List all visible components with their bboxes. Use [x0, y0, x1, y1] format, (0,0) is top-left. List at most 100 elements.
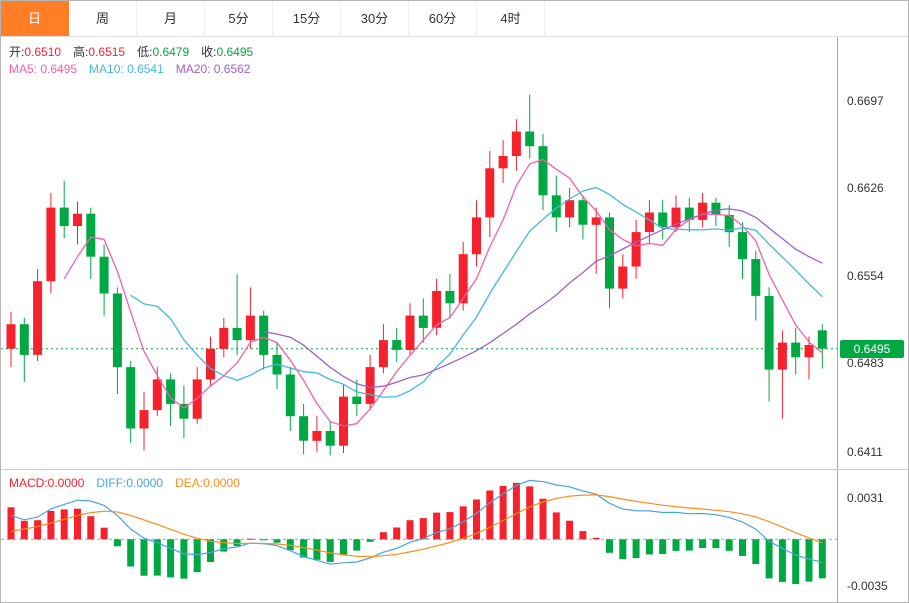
ma20-line: [263, 208, 823, 389]
macd-histogram-bar: [446, 512, 454, 540]
macd-histogram-bar: [685, 539, 693, 551]
candle: [272, 342, 282, 390]
candle: [751, 250, 761, 321]
macd-histogram-bar: [592, 537, 600, 540]
macd-histogram-bar: [180, 539, 188, 579]
macd-histogram-bar: [539, 498, 547, 540]
candle: [605, 212, 614, 309]
candle: [59, 180, 69, 239]
candle: [791, 327, 801, 375]
candle: [126, 361, 136, 444]
candle: [285, 367, 295, 431]
macd-histogram-bar: [140, 539, 148, 576]
candle: [166, 373, 176, 426]
macd-histogram-bar: [486, 490, 494, 540]
timeframe-tabbar: 日周月 5分 15分 30分 60分 4时: [1, 1, 908, 37]
price-axis-label: 0.6483: [847, 356, 884, 371]
macd-histogram-bar: [47, 510, 55, 540]
ma10-readout: MA10: 0.6541: [89, 62, 164, 76]
candle: [538, 134, 548, 210]
macd-histogram-bar: [433, 512, 441, 540]
candle: [33, 269, 43, 361]
ma5-readout: MA5: 0.6495: [9, 62, 78, 76]
ma5-line: [63, 158, 823, 427]
candle: [511, 119, 521, 171]
candle: [738, 222, 747, 279]
macd-histogram-bar: [113, 539, 121, 547]
candlestick-plot[interactable]: [1, 37, 837, 469]
macd-histogram-bar: [579, 531, 587, 540]
low-readout: 低:0.6479: [137, 45, 190, 59]
macd-histogram-bar: [167, 539, 175, 578]
candle: [644, 200, 654, 245]
macd-histogram-bar: [645, 539, 653, 555]
price-axis: 0.6495 0.6697 0.6626 0.6554 0.6483 0.6411: [837, 37, 908, 469]
dea-line: [10, 494, 823, 558]
macd-histogram-bar: [473, 499, 480, 540]
macd-histogram-bar: [792, 539, 800, 585]
macd-histogram-bar: [366, 539, 374, 542]
candle: [591, 207, 601, 274]
macd-histogram-bar: [326, 539, 334, 562]
candle: [472, 200, 481, 267]
macd-histogram-bar: [805, 539, 813, 582]
macd-histogram-bar: [818, 539, 826, 579]
candle: [698, 192, 708, 228]
tab-60min[interactable]: 60分: [409, 1, 477, 36]
candle: [219, 318, 229, 358]
macd-plot[interactable]: [1, 469, 837, 603]
candle: [365, 354, 375, 411]
tab-30min[interactable]: 30分: [341, 1, 409, 36]
high-readout: 高:0.6515: [73, 45, 126, 59]
candle: [432, 278, 442, 336]
current-price-tag: 0.6495: [840, 339, 904, 358]
price-axis-label: 0.6697: [847, 93, 884, 108]
candle: [405, 303, 415, 355]
tab-month[interactable]: 月: [137, 1, 205, 36]
candle: [485, 151, 495, 237]
macd-readout: MACD:0.0000 DIFF:0.0000 DEA:0.0000: [9, 476, 252, 490]
dea-value-readout: DEA:0.0000: [175, 476, 240, 490]
macd-histogram-bar: [459, 506, 467, 540]
macd-histogram-bar: [273, 539, 281, 543]
macd-histogram-bar: [127, 539, 135, 567]
macd-histogram-bar: [725, 539, 733, 551]
macd-value-readout: MACD:0.0000: [9, 476, 85, 490]
candle: [325, 421, 335, 456]
macd-histogram-bar: [300, 539, 308, 558]
macd-histogram-bar: [379, 532, 387, 540]
tab-week[interactable]: 周: [69, 1, 137, 36]
macd-histogram-bar: [552, 512, 560, 540]
candle: [684, 197, 694, 233]
candle: [46, 192, 56, 294]
candle: [498, 140, 508, 183]
candle: [724, 205, 734, 247]
tab-day[interactable]: 日: [1, 1, 69, 36]
tab-4hour[interactable]: 4时: [477, 1, 545, 36]
tab-5min[interactable]: 5分: [205, 1, 273, 36]
macd-axis-label: -0.0035: [847, 579, 888, 593]
macd-histogram-bar: [60, 509, 68, 540]
macd-histogram-bar: [419, 518, 427, 540]
tab-15min[interactable]: 15分: [273, 1, 341, 36]
macd-histogram-bar: [739, 539, 746, 556]
macd-histogram-bar: [606, 539, 613, 553]
ohlc-readout: 开:0.6510 高:0.6515 低:0.6479 收:0.6495: [9, 43, 265, 60]
candle: [671, 195, 681, 233]
macd-histogram-bar: [100, 527, 108, 540]
open-readout: 开:0.6510: [9, 45, 62, 59]
candle: [418, 298, 428, 343]
ma-readout: MA5: 0.6495 MA10: 0.6541 MA20: 0.6562: [9, 62, 262, 76]
candle: [551, 175, 561, 233]
candle: [112, 287, 122, 395]
macd-histogram-bar: [406, 520, 414, 540]
macd-histogram-bar: [193, 539, 201, 573]
price-axis-label: 0.6626: [847, 180, 884, 195]
candle: [392, 327, 402, 363]
panel-divider: [1, 469, 908, 470]
candle: [618, 254, 628, 299]
candle: [259, 310, 269, 370]
candle: [658, 200, 668, 240]
macd-histogram-bar: [712, 539, 720, 549]
